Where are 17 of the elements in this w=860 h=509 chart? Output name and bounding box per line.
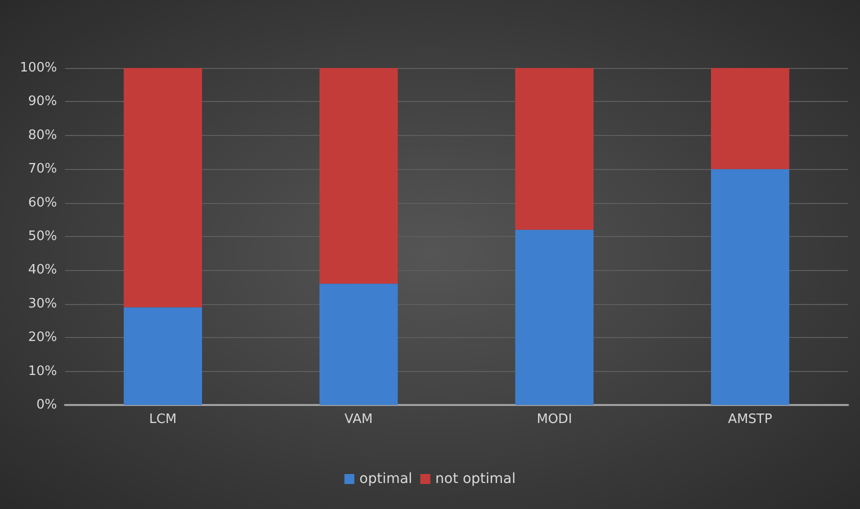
y-tick-label: 70%: [28, 162, 57, 177]
x-tick-label: VAM: [344, 412, 373, 427]
y-tick-label: 60%: [28, 195, 57, 210]
y-tick-label: 100%: [20, 60, 57, 76]
legend-label: optimal: [359, 471, 412, 487]
y-tick-label: 80%: [28, 128, 57, 143]
y-tick-label: 50%: [28, 229, 57, 244]
y-tick-label: 0%: [36, 398, 57, 412]
x-tick-label: MODI: [536, 412, 572, 427]
x-tick-label: LCM: [149, 412, 177, 427]
x-tick-label: AMSTP: [728, 412, 772, 427]
y-tick-label: 90%: [28, 94, 57, 110]
y-tick-label: 40%: [28, 262, 57, 278]
y-tick-label: 10%: [28, 364, 57, 379]
y-tick-label: 30%: [28, 296, 57, 312]
legend-label: not optimal: [435, 471, 516, 487]
y-tick-label: 20%: [28, 330, 57, 346]
